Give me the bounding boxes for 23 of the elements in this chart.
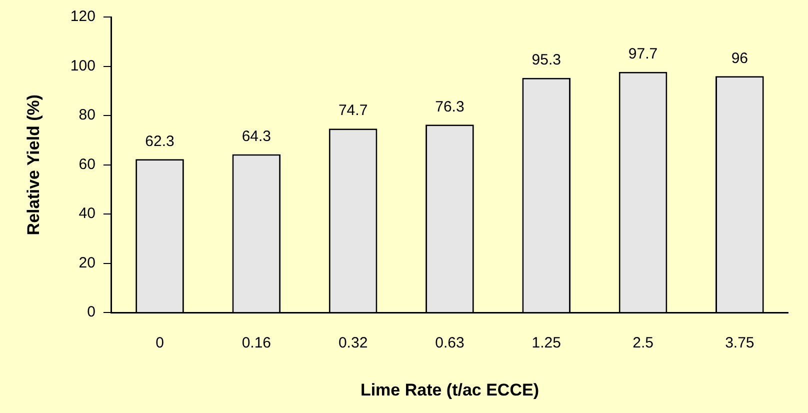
x-tick-label: 0.32 [338, 334, 368, 352]
x-tick-label: 2.5 [632, 334, 654, 352]
data-label: 96 [731, 50, 748, 67]
data-label: 64.3 [242, 128, 272, 145]
data-label: 97.7 [628, 46, 658, 63]
x-tick-label: 1.25 [532, 334, 561, 352]
data-label: 74.7 [338, 102, 368, 120]
y-tick-label: 60 [78, 156, 96, 173]
y-axis-title: Relative Yield (%) [24, 94, 43, 236]
data-label: 95.3 [532, 51, 561, 68]
x-axis-title: Lime Rate (t/ac ECCE) [360, 380, 539, 400]
x-tick-label: 0 [156, 334, 164, 352]
y-tick-label: 20 [78, 254, 96, 272]
y-tick-label: 0 [87, 304, 96, 321]
data-label: 62.3 [145, 132, 174, 150]
y-tick-label: 80 [78, 106, 96, 124]
y-tick-label: 120 [70, 8, 96, 26]
data-label: 76.3 [435, 98, 464, 116]
x-tick-label: 3.75 [725, 334, 754, 352]
y-tick-label: 100 [70, 57, 96, 74]
x-tick-label: 0.63 [435, 334, 464, 352]
x-tick-label: 0.16 [242, 334, 272, 352]
y-tick-label: 40 [78, 205, 96, 222]
